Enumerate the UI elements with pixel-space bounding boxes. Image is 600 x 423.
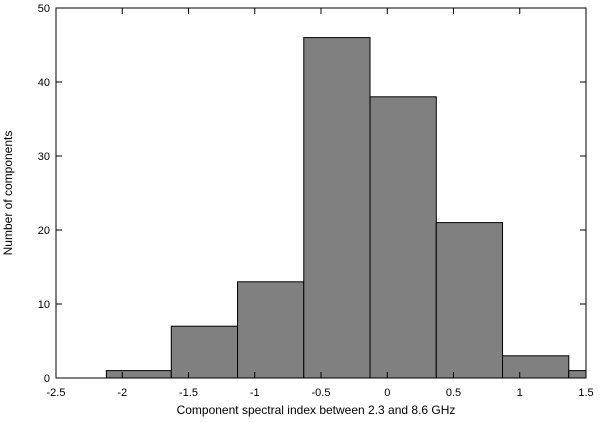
y-tick-label: 40: [38, 77, 50, 89]
y-tick-label: 20: [38, 225, 50, 237]
bar-2: [237, 281, 305, 379]
bar-4: [369, 96, 437, 379]
y-tick-label: 0: [44, 373, 50, 385]
x-tick-label: 1.5: [578, 387, 593, 399]
bar-3: [303, 37, 371, 379]
y-tick-label: 30: [38, 151, 50, 163]
x-tick-label: -1.5: [179, 387, 198, 399]
x-axis-title: Component spectral index between 2.3 and…: [177, 403, 456, 417]
y-tick-label: 10: [38, 299, 50, 311]
x-tick-label: 1: [517, 387, 523, 399]
bar-6: [502, 355, 570, 379]
bar-0: [105, 370, 172, 379]
y-axis-title: Number of components: [1, 131, 15, 256]
x-tick-label: -0.5: [312, 387, 331, 399]
y-axis-ticks: 0 10 20 30 40 50: [38, 3, 586, 385]
bar-7: [568, 370, 587, 379]
x-tick-label: 0.5: [446, 387, 461, 399]
x-axis-ticks: -2.5 -2 -1.5 -1 -0.5 0 0.5 1 1.5: [47, 8, 594, 399]
x-tick-label: -2: [117, 387, 127, 399]
bar-1: [170, 325, 239, 379]
bar-5: [435, 222, 504, 379]
x-tick-label: -1: [250, 387, 260, 399]
x-tick-label: -2.5: [47, 387, 66, 399]
x-tick-label: 0: [384, 387, 390, 399]
bars-group: [105, 37, 587, 379]
y-tick-label: 50: [38, 3, 50, 15]
